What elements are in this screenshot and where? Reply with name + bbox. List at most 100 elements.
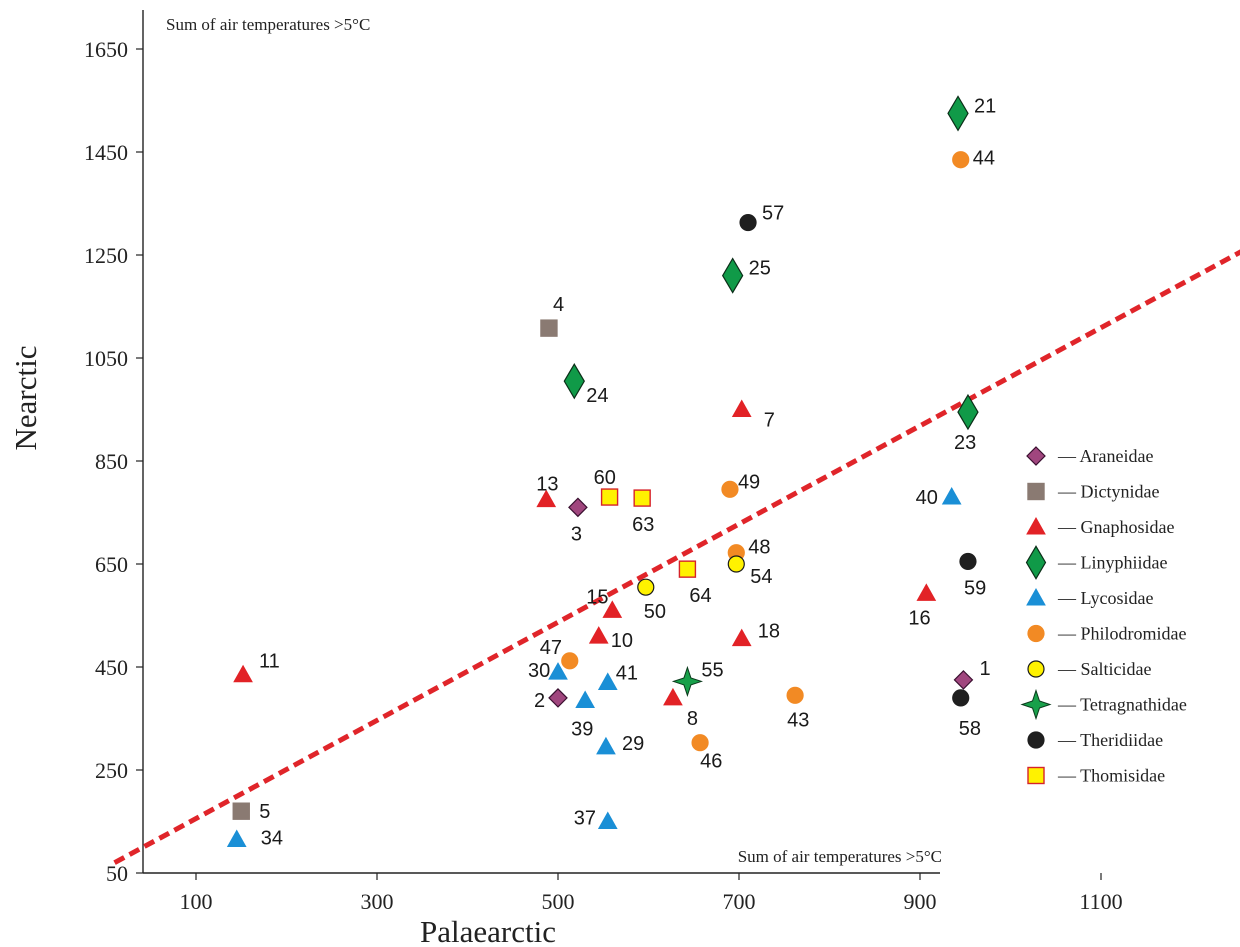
x-tick-label: 700 (723, 889, 756, 914)
point-marker (233, 664, 253, 683)
y-tick-label: 1650 (84, 37, 128, 62)
point-label: 59 (964, 577, 986, 599)
axes: 1003005007009001100130050250450650850105… (84, 10, 1123, 914)
point-label: 18 (758, 621, 780, 643)
data-point-40: 40 (916, 487, 962, 509)
data-point-1: 1 (953, 658, 991, 690)
point-marker (536, 489, 557, 508)
legend-marker (1027, 766, 1045, 785)
data-point-64: 64 (678, 560, 712, 607)
point-marker (602, 600, 623, 618)
data-point-44: 44 (952, 148, 995, 170)
point-marker (941, 487, 962, 505)
y-axis-label: Nearctic (8, 346, 43, 451)
point-marker (721, 480, 739, 498)
point-label: 4 (553, 294, 564, 316)
data-point-18: 18 (731, 621, 780, 647)
legend-marker (1026, 446, 1046, 466)
legend-entry-tetragnathidae: — Tetragnathidae (1020, 688, 1187, 721)
legend-label: — Araneidae (1057, 446, 1153, 466)
data-point-58: 58 (952, 689, 981, 740)
x-axis-label: Palaearctic (420, 914, 556, 947)
legend-entry-thomisidae: — Thomisidae (1027, 766, 1165, 786)
data-point-13: 13 (536, 474, 558, 508)
point-label: 24 (586, 385, 608, 407)
y-tick-label: 1450 (84, 140, 128, 165)
legend-entry-theridiidae: — Theridiidae (1027, 730, 1163, 750)
legend-entry-linyphiidae: — Linyphiidae (1025, 545, 1167, 580)
data-point-47: 47 (540, 637, 579, 670)
data-point-24: 24 (563, 362, 609, 407)
point-marker (671, 665, 703, 698)
y-tick-label: 250 (95, 758, 128, 783)
point-label: 44 (973, 148, 995, 170)
point-label: 54 (750, 566, 772, 588)
point-marker (226, 829, 247, 848)
bottom-annotation: Sum of air temperatures >5°C (738, 847, 942, 866)
point-label: 43 (787, 709, 809, 731)
legend-label: — Salticidae (1057, 659, 1151, 679)
point-label: 41 (616, 662, 638, 684)
point-label: 13 (536, 474, 558, 496)
data-points: 1234578101113151618212324252930343739404… (226, 95, 996, 850)
y-tick-label: 1250 (84, 243, 128, 268)
x-tick-label: 1100 (1079, 889, 1122, 914)
data-point-21: 21 (947, 95, 996, 132)
y-tick-label: 450 (95, 655, 128, 680)
point-label: 1 (979, 658, 990, 680)
data-point-29: 29 (596, 733, 644, 755)
point-marker (916, 583, 937, 601)
point-label: 10 (611, 630, 633, 652)
point-marker (548, 688, 568, 708)
point-marker (957, 393, 979, 431)
point-marker (597, 672, 618, 690)
data-point-59: 59 (959, 552, 986, 599)
legend-label: — Theridiidae (1057, 730, 1163, 750)
data-point-46: 46 (691, 734, 722, 773)
point-marker (597, 811, 618, 829)
data-point-4: 4 (540, 294, 564, 337)
legend-entry-gnaphosidae: — Gnaphosidae (1026, 516, 1174, 537)
point-marker (691, 734, 709, 752)
legend: — Araneidae — Dictynidae — Gnaphosidae — Li… (1020, 446, 1187, 786)
point-label: 50 (644, 601, 666, 623)
legend-label: — Tetragnathidae (1057, 695, 1187, 715)
point-label: 16 (908, 607, 930, 629)
data-point-15: 15 (586, 586, 623, 618)
legend-label: — Thomisidae (1057, 766, 1165, 786)
legend-label: — Lycosidae (1057, 588, 1153, 608)
point-label: 34 (261, 828, 283, 850)
x-tick-label: 300 (361, 889, 394, 914)
legend-marker (1027, 482, 1045, 501)
point-marker (721, 257, 744, 294)
point-label: 3 (571, 523, 582, 545)
point-label: 57 (762, 203, 784, 225)
legend-marker (1027, 660, 1045, 678)
legend-entry-lycosidae: — Lycosidae (1026, 587, 1153, 608)
point-label: 25 (749, 258, 771, 280)
point-marker (540, 319, 558, 337)
data-point-39: 39 (571, 690, 596, 740)
point-label: 58 (959, 718, 981, 740)
y-tick-label: 1050 (84, 346, 128, 371)
point-marker (596, 736, 616, 755)
point-label: 23 (954, 432, 976, 454)
point-label: 60 (594, 467, 616, 489)
point-marker (588, 626, 609, 644)
data-point-49: 49 (721, 471, 760, 498)
data-point-55: 55 (671, 659, 724, 698)
top-annotation: Sum of air temperatures >5°C (166, 15, 370, 34)
data-point-11: 11 (233, 651, 280, 683)
point-label: 64 (689, 585, 711, 607)
x-tick-label: 500 (542, 889, 575, 914)
data-point-16: 16 (908, 583, 937, 629)
legend-marker (1027, 624, 1045, 643)
point-marker (786, 686, 804, 704)
legend-label: — Dictynidae (1057, 482, 1159, 502)
point-marker (600, 488, 619, 506)
data-point-57: 57 (739, 203, 784, 232)
point-label: 39 (571, 718, 593, 740)
legend-entry-dictynidae: — Dictynidae (1027, 482, 1159, 502)
point-label: 37 (574, 808, 596, 830)
